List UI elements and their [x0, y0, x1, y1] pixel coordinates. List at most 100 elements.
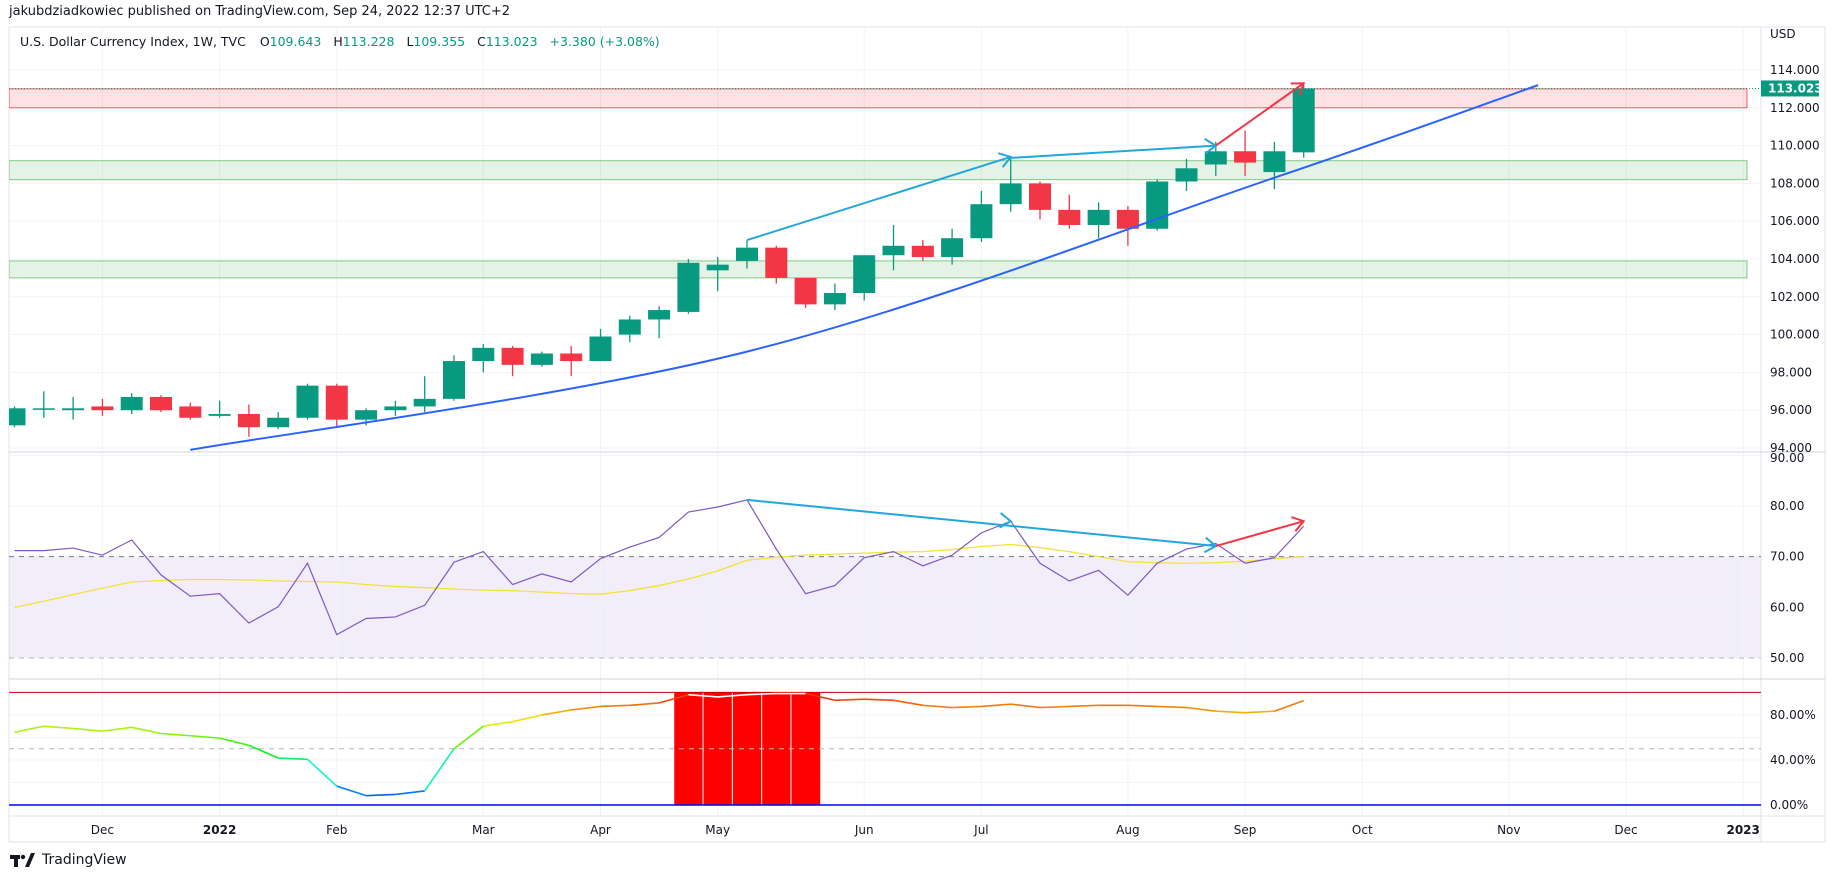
candle [853, 255, 876, 301]
oscillator-line-segment [1274, 699, 1304, 712]
footer-brand-label: TradingView [42, 852, 127, 868]
oscillator-line-segment [717, 693, 748, 698]
candle-body [1058, 209, 1081, 225]
candle [32, 391, 55, 418]
time-tick-label: 2023 [1726, 823, 1759, 837]
candle [1263, 141, 1286, 190]
candle-body [355, 410, 378, 420]
candle [501, 345, 524, 377]
price-tick-label: 98.000 [1770, 365, 1812, 379]
candle [1204, 141, 1227, 176]
price-tick-label: 108.000 [1770, 176, 1820, 190]
oscillator-line-segment [102, 726, 132, 732]
close-value: 113.023 [485, 34, 538, 49]
time-tick-label: Feb [326, 823, 347, 837]
arrow-line [1215, 520, 1304, 547]
candle [237, 404, 260, 437]
candle [765, 245, 788, 284]
candle-body [32, 408, 55, 410]
oscillator-line-segment [160, 732, 191, 737]
oscillator-line-segment [864, 698, 894, 702]
open-value: 109.643 [269, 34, 322, 49]
candle [1175, 158, 1198, 191]
tradingview-logo-icon [10, 853, 35, 867]
last-price-badge-bg [1761, 80, 1819, 97]
price-tick-label: 110.000 [1770, 139, 1820, 153]
candle-body [325, 385, 348, 420]
candle-body [677, 262, 700, 312]
time-tick-label: Aug [1116, 823, 1139, 837]
oscillator-line-segment [43, 725, 74, 730]
oscillator-line-segment [805, 692, 836, 702]
footer-brand[interactable]: TradingView [10, 852, 127, 868]
candle-body [413, 398, 436, 407]
oscillator-line-segment [1039, 705, 1070, 709]
time-tick-label: Sep [1234, 823, 1257, 837]
oscillator-line-segment [219, 737, 250, 747]
time-tick-label: Jun [854, 823, 874, 837]
candle-body [1234, 151, 1257, 163]
osc-tick-label: 40.00% [1770, 753, 1816, 767]
overbought-bar [703, 692, 733, 805]
candle-body [853, 255, 876, 294]
oscillator-line-segment [190, 734, 220, 739]
rsi-tick-label: 90.00 [1770, 451, 1804, 465]
candle-body [208, 413, 231, 416]
oscillator-line-segment [131, 726, 162, 735]
osc-tick-label: 80.00% [1770, 708, 1816, 722]
candle-body [823, 293, 846, 305]
oscillator-line-segment [1127, 704, 1158, 708]
candle-body [9, 408, 26, 426]
rsi-tick-label: 50.00 [1770, 651, 1804, 665]
candle [970, 190, 993, 242]
oscillator-line-segment [952, 705, 982, 709]
candle-body [706, 264, 729, 271]
overbought-bar [761, 692, 791, 805]
osc-tick-label: 0.00% [1770, 798, 1808, 812]
candle [9, 406, 26, 428]
arrow-line [746, 498, 1216, 548]
candle-body [765, 247, 788, 278]
oscillator-line-segment [483, 720, 513, 727]
oscillator-line-segment [73, 727, 103, 732]
price-tick-label: 96.000 [1770, 403, 1812, 417]
high-value: 113.228 [342, 34, 395, 49]
chart-frame [8, 26, 1826, 843]
zone-support [9, 160, 1748, 181]
candle [941, 228, 964, 265]
candle [706, 257, 729, 292]
candle [618, 315, 641, 343]
candle-body [472, 347, 495, 362]
oscillator-line-segment [278, 757, 308, 761]
time-tick-label: Apr [590, 823, 611, 837]
zone-support [9, 260, 1748, 279]
candle [62, 396, 85, 420]
candle [472, 344, 495, 373]
candle [208, 400, 231, 418]
oscillator-line-segment [834, 698, 865, 702]
last-price-badge: 113.023 [1761, 80, 1823, 97]
time-tick-label: Dec [91, 823, 114, 837]
oscillator-line-segment [541, 709, 572, 716]
time-tick-label: Oct [1352, 823, 1373, 837]
candle [794, 277, 817, 309]
time-tick-label: Jul [973, 823, 988, 837]
low-label: L [406, 34, 414, 49]
candle-body [941, 238, 964, 258]
candle-body [1029, 183, 1051, 210]
oscillator-line-segment [746, 692, 777, 696]
symbol-title[interactable]: U.S. Dollar Currency Index, 1W, TVC [20, 34, 246, 49]
rsi-pane [9, 498, 1761, 659]
price-tick-label: 100.000 [1770, 328, 1820, 342]
arrow-line [1010, 144, 1216, 159]
candle [530, 351, 553, 367]
oscillator-line-segment [366, 793, 396, 797]
candle [1087, 202, 1110, 239]
candle-body [296, 385, 319, 418]
candle [823, 283, 846, 311]
candle-body [237, 413, 260, 428]
candle [150, 395, 172, 413]
price-tick-label: 106.000 [1770, 214, 1820, 228]
arrow-line [1215, 82, 1305, 147]
